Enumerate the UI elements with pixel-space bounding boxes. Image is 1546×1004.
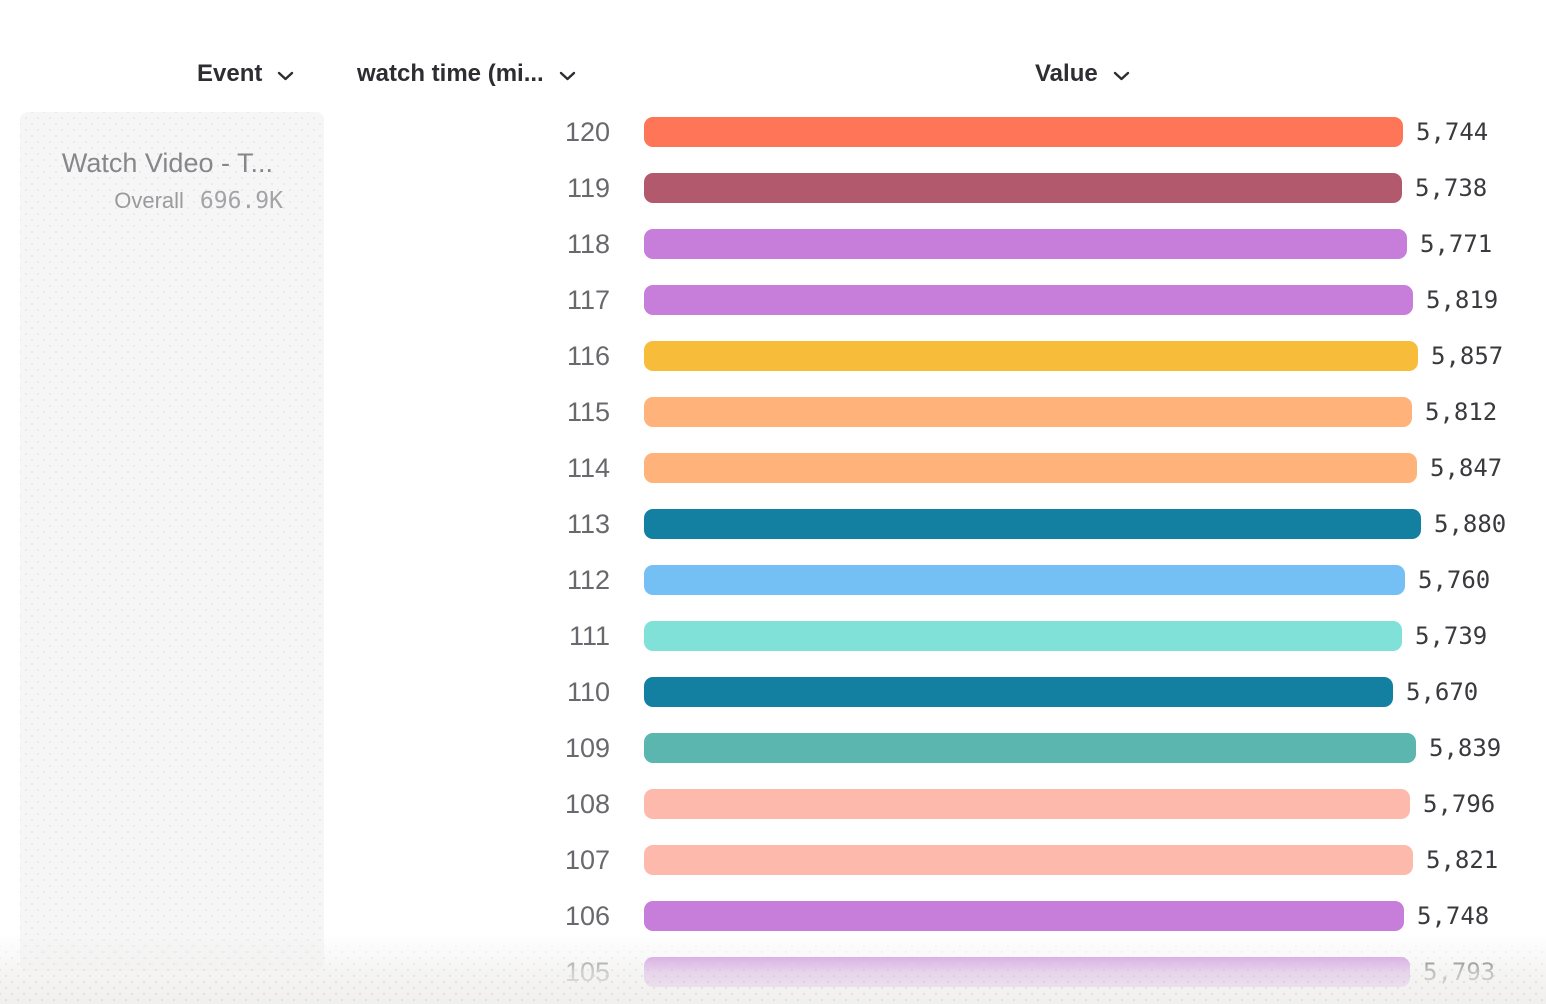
bar-value-label: 5,880 [1434, 510, 1507, 538]
bar-value-label: 5,839 [1429, 734, 1502, 762]
bar-track: 5,739 [644, 621, 1487, 651]
bar-category-label: 112 [566, 564, 610, 595]
event-card[interactable]: Watch Video - T... Overall 696.9K [20, 112, 324, 971]
bar-category-label: 107 [564, 844, 610, 875]
bar-track: 5,760 [644, 565, 1490, 595]
bar-track: 5,670 [644, 677, 1478, 707]
bar-track: 5,793 [644, 957, 1495, 987]
bar-row: 112 5,760 [0, 552, 1546, 608]
bar-category-label: 106 [564, 900, 610, 931]
bar-row: 113 5,880 [0, 496, 1546, 552]
chevron-down-icon [277, 68, 294, 81]
bar[interactable] [644, 789, 1410, 819]
bar-value-label: 5,738 [1415, 174, 1488, 202]
column-header-value-label: Value [1035, 60, 1098, 87]
bar-row: 116 5,857 [0, 328, 1546, 384]
bar[interactable] [644, 677, 1393, 707]
bar-value-label: 5,744 [1416, 118, 1489, 146]
bar-value-label: 5,819 [1426, 286, 1499, 314]
bar-value-label: 5,812 [1425, 398, 1498, 426]
column-header-event[interactable]: Event [197, 58, 294, 90]
bar-row: 117 5,819 [0, 272, 1546, 328]
bar[interactable] [644, 621, 1402, 651]
bar[interactable] [644, 229, 1407, 259]
bar-row: 110 5,670 [0, 664, 1546, 720]
bar-value-label: 5,670 [1406, 678, 1479, 706]
event-title: Watch Video - T... [61, 148, 273, 178]
bar[interactable] [644, 957, 1410, 987]
column-header-watch-time[interactable]: watch time (mi... [357, 58, 576, 90]
bar-chart: 120 5,744 119 5,738 118 5,771 117 5,819 … [0, 104, 1546, 1000]
bar-category-label: 116 [566, 340, 610, 371]
bar-category-label: 119 [566, 172, 610, 203]
bar-row: 119 5,738 [0, 160, 1546, 216]
column-header-event-label: Event [197, 60, 263, 87]
bar[interactable] [644, 509, 1421, 539]
bar-track: 5,819 [644, 285, 1498, 315]
bar-category-label: 113 [566, 508, 610, 539]
bar-track: 5,771 [644, 229, 1492, 259]
event-overall-line: Overall 696.9K [20, 188, 324, 214]
bar-row: 109 5,839 [0, 720, 1546, 776]
bar-category-label: 117 [566, 284, 610, 315]
bar-category-label: 108 [564, 788, 610, 819]
bar-category-label: 118 [566, 228, 610, 259]
bar-value-label: 5,748 [1417, 902, 1490, 930]
bar-track: 5,847 [644, 453, 1502, 483]
bar[interactable] [644, 397, 1412, 427]
overall-label: Overall [114, 188, 184, 214]
bar-track: 5,796 [644, 789, 1495, 819]
column-header-watch-time-label: watch time (mi... [357, 60, 544, 87]
bar-track: 5,880 [644, 509, 1506, 539]
bar[interactable] [644, 845, 1413, 875]
bar-value-label: 5,793 [1423, 958, 1496, 986]
bar-category-label: 120 [564, 116, 610, 147]
bar-row: 108 5,796 [0, 776, 1546, 832]
bar-row: 114 5,847 [0, 440, 1546, 496]
bar-value-label: 5,796 [1423, 790, 1496, 818]
bar-category-label: 115 [566, 396, 610, 427]
bar-track: 5,812 [644, 397, 1497, 427]
bar-value-label: 5,739 [1415, 622, 1488, 650]
bar-category-label: 105 [564, 956, 610, 987]
chevron-down-icon [559, 68, 576, 81]
bar-row: 106 5,748 [0, 888, 1546, 944]
bar-row: 107 5,821 [0, 832, 1546, 888]
bar-track: 5,821 [644, 845, 1498, 875]
bar[interactable] [644, 341, 1418, 371]
bar[interactable] [644, 901, 1404, 931]
bar-value-label: 5,771 [1420, 230, 1493, 258]
bar-value-label: 5,847 [1430, 454, 1503, 482]
bar[interactable] [644, 453, 1417, 483]
bar-value-label: 5,760 [1418, 566, 1491, 594]
bar-track: 5,738 [644, 173, 1487, 203]
bar-row: 111 5,739 [0, 608, 1546, 664]
bar-track: 5,839 [644, 733, 1501, 763]
bar-row: 118 5,771 [0, 216, 1546, 272]
bar[interactable] [644, 285, 1413, 315]
bar-category-label: 110 [566, 676, 610, 707]
bar[interactable] [644, 733, 1416, 763]
chevron-down-icon [1113, 68, 1130, 81]
bar[interactable] [644, 117, 1403, 147]
bar-category-label: 109 [564, 732, 610, 763]
bar[interactable] [644, 565, 1405, 595]
column-header-value[interactable]: Value [1035, 58, 1130, 90]
overall-value: 696.9K [199, 188, 283, 215]
bar-track: 5,857 [644, 341, 1503, 371]
bar-row: 105 5,793 [0, 944, 1546, 1000]
bar-track: 5,748 [644, 901, 1489, 931]
bar-value-label: 5,821 [1426, 846, 1499, 874]
bar-track: 5,744 [644, 117, 1488, 147]
bar-category-label: 111 [568, 620, 610, 651]
bar-row: 120 5,744 [0, 104, 1546, 160]
bar-value-label: 5,857 [1431, 342, 1504, 370]
bar[interactable] [644, 173, 1402, 203]
bar-row: 115 5,812 [0, 384, 1546, 440]
bar-category-label: 114 [566, 452, 610, 483]
